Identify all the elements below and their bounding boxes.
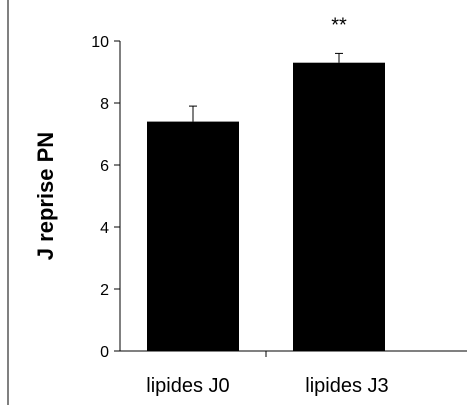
y-tick-label: 10	[91, 34, 109, 51]
y-tick-label: 8	[100, 96, 109, 113]
significance-annotation: **	[331, 14, 347, 36]
x-category-label: lipides J0	[146, 375, 229, 397]
category-labels: lipides J0 lipides J3	[146, 375, 388, 397]
y-tick-label: 2	[100, 282, 109, 299]
y-tick-label: 4	[100, 220, 109, 237]
y-tick-label: 6	[100, 158, 109, 175]
y-ticks: 0 2 4 6 8 10	[91, 34, 120, 361]
y-tick-label: 0	[100, 344, 109, 361]
bar	[293, 62, 385, 351]
y-axis-label: J reprise PN	[33, 132, 58, 260]
x-category-label: lipides J3	[305, 375, 388, 397]
bar	[147, 121, 239, 351]
bars	[147, 62, 385, 351]
error-bars	[189, 52, 343, 122]
annotations: **	[331, 14, 347, 36]
